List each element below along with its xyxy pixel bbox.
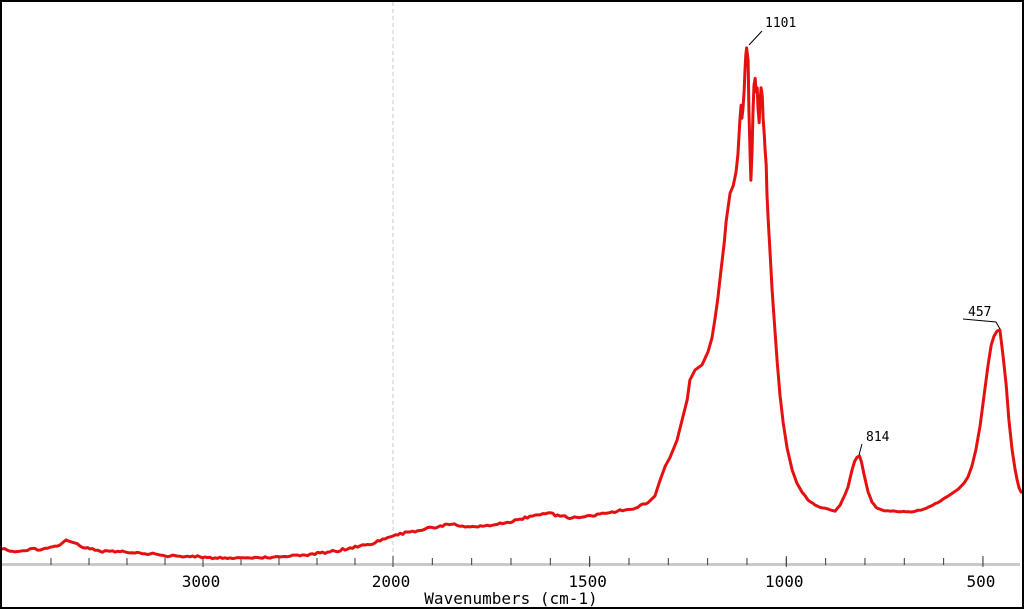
x-tick-label-3000: 3000 <box>182 572 221 591</box>
peak-leader-line <box>962 318 1001 330</box>
peak-label-814: 814 <box>866 430 890 445</box>
x-tick-label-2000: 2000 <box>372 572 411 591</box>
x-tick-label-1000: 1000 <box>765 572 804 591</box>
peak-annotation-814: 814 <box>858 430 890 456</box>
peak-label-457: 457 <box>968 305 991 320</box>
x-tick-label-1500: 1500 <box>568 572 607 591</box>
peak-annotation-layer: 1101 814 457 <box>748 16 1001 456</box>
peak-leader-line <box>748 30 763 46</box>
x-axis-title: Wavenumbers (cm-1) <box>424 589 597 607</box>
peak-annotation-457: 457 <box>962 305 1001 330</box>
x-tick-label-500: 500 <box>966 572 995 591</box>
peak-label-1101: 1101 <box>765 16 796 31</box>
spectrum-trace-layer <box>2 46 1022 561</box>
peak-leader-line <box>858 443 863 456</box>
spectrum-trace <box>2 46 1022 561</box>
peak-annotation-1101: 1101 <box>748 16 796 46</box>
x-axis: 3000 2000 1500 1000 500 <box>2 556 1020 591</box>
